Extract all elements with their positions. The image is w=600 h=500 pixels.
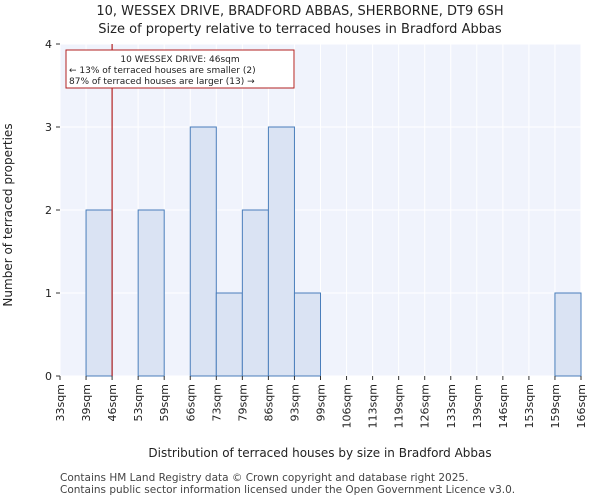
x-axis-label: Distribution of terraced houses by size … — [148, 446, 491, 460]
bar — [85, 209, 113, 377]
y-tick-label: 0 — [45, 370, 52, 383]
footer-copyright: Contains HM Land Registry data © Crown c… — [60, 472, 469, 484]
x-tick-label: 166sqm — [575, 384, 588, 428]
x-tick-label: 139sqm — [471, 384, 484, 428]
x-tick-label: 39sqm — [80, 384, 93, 421]
x-tick-label: 99sqm — [315, 384, 328, 421]
x-tick-label: 153sqm — [523, 384, 536, 428]
bar — [189, 126, 217, 377]
x-tick-label: 119sqm — [393, 384, 406, 428]
x-tick-label: 146sqm — [497, 384, 510, 428]
annotation-line: ← 13% of terraced houses are smaller (2) — [69, 66, 256, 76]
bar-layer — [85, 126, 582, 377]
x-tick-label: 53sqm — [132, 384, 145, 421]
chart-title: 10, WESSEX DRIVE, BRADFORD ABBAS, SHERBO… — [96, 4, 504, 19]
bar — [267, 126, 295, 377]
bar — [554, 292, 582, 377]
x-tick-label: 126sqm — [419, 384, 432, 428]
annotation-line: 10 WESSEX DRIVE: 46sqm — [120, 55, 239, 65]
y-tick-label: 1 — [45, 287, 52, 300]
x-tick-label: 159sqm — [549, 384, 562, 428]
x-tick-label: 133sqm — [445, 384, 458, 428]
y-tick-label: 2 — [45, 204, 52, 217]
x-tick-label: 59sqm — [158, 384, 171, 421]
y-axis-label: Number of terraced properties — [1, 123, 15, 306]
bar — [293, 292, 322, 377]
bar — [137, 209, 165, 377]
x-tick-label: 73sqm — [210, 384, 223, 421]
x-tick-label: 46sqm — [106, 384, 119, 421]
bar — [215, 292, 243, 377]
x-tick-label: 86sqm — [262, 384, 275, 421]
x-tick-label: 113sqm — [367, 384, 380, 428]
y-tick-label: 4 — [45, 38, 52, 51]
y-tick-label: 3 — [45, 121, 52, 134]
footer-licence: Contains public sector information licen… — [60, 484, 516, 496]
x-tick-label: 93sqm — [288, 384, 301, 421]
axis-layer: 0 1 2 3 4 33sqm 39sqm 46sqm 53sqm 59sqm 66sqm 73sqm… — [45, 38, 588, 428]
chart-subtitle: Size of property relative to terraced ho… — [98, 22, 502, 37]
x-tick-label: 79sqm — [236, 384, 249, 421]
bar — [241, 209, 269, 377]
annotation-line: 87% of terraced houses are larger (13) → — [69, 77, 255, 87]
annotation-box — [65, 49, 295, 89]
x-tick-label: 33sqm — [54, 384, 67, 421]
x-tick-label: 106sqm — [341, 384, 354, 428]
marker-layer: 10 WESSEX DRIVE: 46sqm← 13% of terraced … — [65, 44, 295, 376]
x-tick-label: 66sqm — [184, 384, 197, 421]
